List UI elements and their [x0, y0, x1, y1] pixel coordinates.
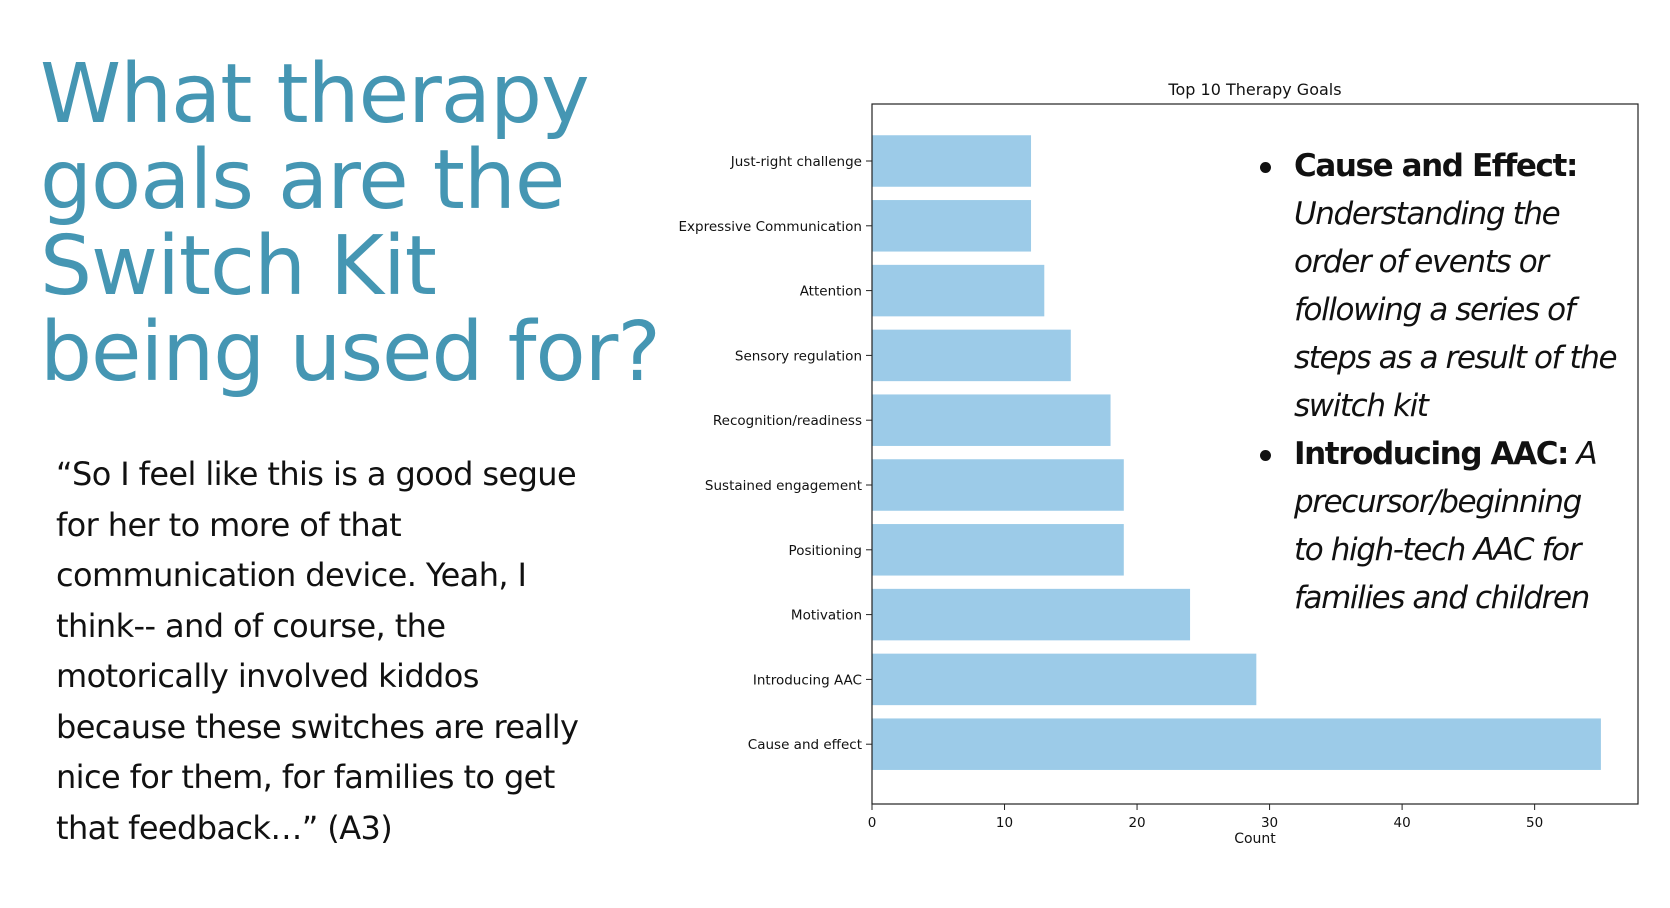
bar	[872, 135, 1032, 187]
quote-line: “So I feel like this is a good segue	[56, 455, 577, 493]
x-tick-label: 20	[1128, 815, 1145, 831]
bullet-line: to high-tech AAC for	[1294, 532, 1581, 568]
bullet-term: Cause and Effect:	[1294, 148, 1578, 184]
quote-line: motorically involved kiddos	[56, 657, 479, 695]
quote-line: nice for them, for families to get	[56, 758, 555, 796]
quote-line: that feedback…” (A3)	[56, 808, 393, 847]
key-goals-list: Cause and Effect: Understanding the orde…	[1260, 142, 1660, 622]
y-tick-label: Motivation	[791, 608, 862, 624]
participant-quote: “So I feel like this is a good segue for…	[56, 449, 656, 853]
x-tick-label: 0	[868, 815, 877, 831]
y-tick-label: Expressive Communication	[679, 219, 862, 235]
y-tick-label: Attention	[800, 284, 862, 300]
bullet-line: steps as a result of the	[1294, 340, 1618, 376]
quote-line: communication device. Yeah, I	[56, 556, 527, 594]
y-tick-label: Just-right challenge	[730, 154, 862, 170]
chart-bars	[872, 135, 1601, 770]
headline-line: Switch Kit	[40, 219, 437, 314]
bar	[872, 329, 1071, 382]
plot-frame	[871, 103, 1639, 805]
x-tick-label: 30	[1261, 815, 1278, 831]
bullet-line: order of events or	[1294, 244, 1549, 280]
y-axis: Just-right challenge Expressive Communica…	[679, 154, 872, 753]
x-tick-label: 40	[1394, 815, 1411, 831]
bar	[872, 588, 1191, 641]
headline-line: goals are the	[40, 133, 565, 228]
bar	[872, 200, 1032, 252]
bullet-introducing-aac: Introducing AAC: A precursor/beginning t…	[1260, 430, 1660, 622]
headline-line: being used for?	[40, 305, 661, 400]
x-axis-label: Count	[1234, 831, 1276, 847]
bullet-line: following a series of	[1294, 292, 1576, 328]
x-tick-label: 50	[1526, 815, 1543, 831]
x-tick-label: 10	[996, 815, 1013, 831]
quote-line: think-- and of course, the	[56, 606, 446, 645]
y-tick-label: Sensory regulation	[735, 348, 862, 364]
bar	[872, 459, 1124, 511]
bar	[872, 264, 1045, 317]
chart-title: Top 10 Therapy Goals	[1167, 80, 1341, 99]
y-tick-label: Introducing AAC	[753, 672, 862, 688]
bullet-cause-and-effect: Cause and Effect: Understanding the orde…	[1260, 142, 1660, 430]
y-tick-label: Cause and effect	[748, 737, 862, 753]
slide-headline: What therapy goals are the Switch Kit be…	[40, 52, 720, 396]
bar	[872, 718, 1601, 770]
headline-line: What therapy	[40, 47, 590, 142]
bullet-line: A	[1568, 436, 1598, 472]
bullet-term: Introducing AAC:	[1294, 436, 1569, 472]
y-tick-label: Sustained engagement	[705, 478, 862, 494]
quote-line: for her to more of that	[56, 505, 402, 544]
bullet-line: Understanding the	[1294, 196, 1561, 232]
bullet-line: precursor/beginning	[1294, 484, 1582, 520]
bullet-line: families and children	[1294, 580, 1590, 616]
bar	[872, 524, 1124, 576]
x-axis: 0 10 20 30 40 50	[868, 804, 1543, 831]
y-tick-label: Recognition/readiness	[713, 413, 862, 429]
bar	[872, 394, 1111, 446]
quote-line: because these switches are really	[56, 707, 579, 746]
bullet-line: switch kit	[1294, 388, 1429, 424]
y-tick-label: Positioning	[789, 543, 862, 559]
bar	[872, 653, 1257, 706]
